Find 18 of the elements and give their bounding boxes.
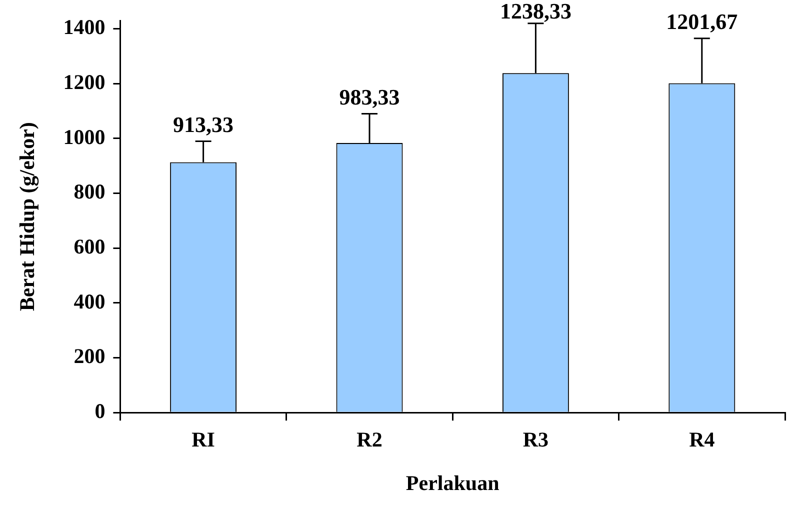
x-axis-title: Perlakuan: [406, 470, 500, 495]
y-tick-label: 1000: [63, 124, 106, 149]
x-tick-label: R2: [356, 428, 382, 452]
y-tick-label: 800: [74, 180, 106, 204]
y-axis-title: Berat Hidup (g/ekor): [15, 122, 40, 312]
y-tick-label: 0: [94, 399, 106, 424]
data-label: 983,33: [339, 84, 400, 110]
y-tick-label: 600: [74, 234, 106, 259]
y-tick-label: 400: [74, 289, 106, 314]
x-tick-label: R3: [522, 428, 549, 452]
x-tick-label: RI: [192, 428, 215, 452]
y-tick-label: 1400: [63, 15, 106, 40]
data-label: 913,33: [173, 112, 234, 137]
data-label: 1238,33: [500, 0, 572, 24]
y-tick-label: 1200: [63, 70, 106, 94]
data-label: 1201,67: [666, 9, 738, 34]
x-tick-label: R4: [689, 428, 716, 452]
y-tick-label: 200: [74, 344, 106, 368]
